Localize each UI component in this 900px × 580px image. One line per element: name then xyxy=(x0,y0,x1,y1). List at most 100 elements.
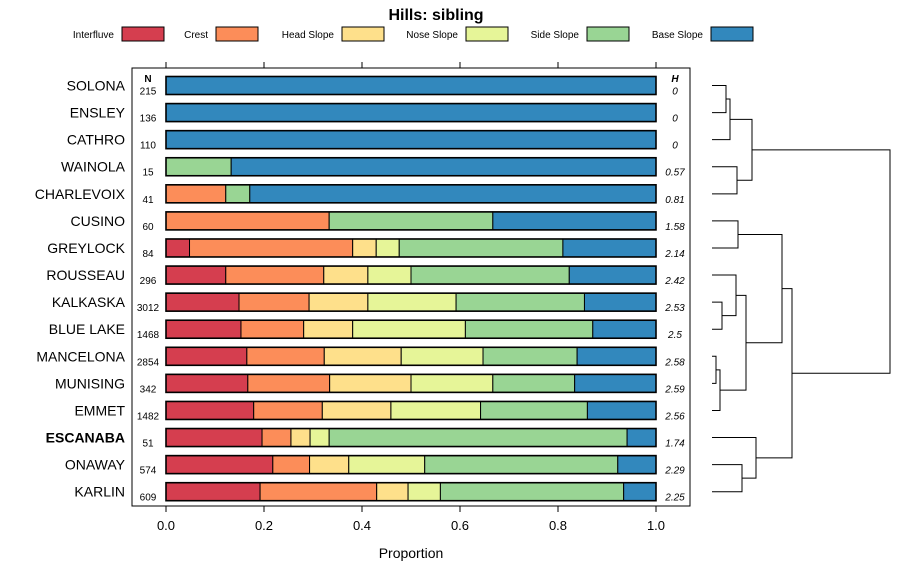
bar-row: MUNISING 342 2.59 xyxy=(55,373,685,395)
h-value: 0 xyxy=(672,87,678,98)
legend-swatch xyxy=(586,26,630,42)
bar-outline xyxy=(165,156,657,177)
bar-segment xyxy=(617,455,657,475)
legend-label: Side Slope xyxy=(531,30,580,41)
legend-label: Base Slope xyxy=(652,30,704,41)
bar-segment xyxy=(400,346,484,366)
bar-segment xyxy=(165,130,657,150)
n-value: 296 xyxy=(140,276,157,287)
n-value: 110 xyxy=(140,141,156,152)
bar-segment xyxy=(410,373,494,393)
bar-segment xyxy=(165,400,255,420)
bar-segment xyxy=(583,292,657,312)
dendrogram-branch xyxy=(730,118,753,181)
bar-segment xyxy=(348,455,426,475)
bar-outline xyxy=(165,454,657,475)
bar-segment xyxy=(574,373,657,393)
bar-segment xyxy=(323,265,369,285)
category-label: ROUSSEAU xyxy=(46,267,125,283)
bar-segment xyxy=(249,184,657,204)
h-column-header: H xyxy=(671,74,679,85)
bar-segment xyxy=(492,211,657,231)
bar-segment xyxy=(238,292,310,312)
bar-row: ESCANABA 51 1.74 xyxy=(46,427,685,450)
bar-segment xyxy=(352,238,377,258)
h-value: 1.58 xyxy=(665,222,685,233)
dendrogram-branch xyxy=(712,85,727,114)
x-axis: 0.0 0.2 0.4 0.6 0.8 1.0 xyxy=(157,506,665,533)
bar-segment xyxy=(390,400,482,420)
bar-outline xyxy=(165,481,657,502)
bar-segment xyxy=(165,103,657,123)
category-label: GREYLOCK xyxy=(47,240,125,256)
h-value: 2.56 xyxy=(664,411,685,422)
bar-outline xyxy=(165,292,657,312)
bar-segment xyxy=(261,428,292,448)
bar-row: MANCELONA 2854 2.58 xyxy=(36,346,685,368)
x-axis-label: Proportion xyxy=(379,545,444,561)
bar-row: CUSINO 60 1.58 xyxy=(71,211,685,233)
bar-row: EMMET 1482 2.56 xyxy=(74,400,685,422)
bar-segment xyxy=(247,373,331,393)
bar-segment xyxy=(492,373,576,393)
bar-segment xyxy=(189,238,354,258)
h-value: 2.14 xyxy=(664,249,685,260)
bar-segment xyxy=(407,482,441,502)
bar-segment xyxy=(576,346,657,366)
bar-segment xyxy=(375,238,400,258)
bar-segment xyxy=(329,373,412,393)
n-value: 574 xyxy=(140,466,157,477)
bar-segment xyxy=(376,482,409,502)
plot-panel xyxy=(131,67,691,507)
bar-segment xyxy=(165,184,227,204)
top-axis-ticks xyxy=(165,62,657,68)
bar-segment xyxy=(410,265,570,285)
category-label: ESCANABA xyxy=(46,430,125,446)
bar-outline xyxy=(165,373,657,394)
bar-segment xyxy=(165,292,240,312)
legend-label: Crest xyxy=(184,30,208,41)
dendrogram-branch xyxy=(712,274,737,317)
dendrogram-branch xyxy=(712,355,717,384)
h-value: 0 xyxy=(672,114,678,125)
h-value: 1.74 xyxy=(665,439,685,450)
dendrogram-branch xyxy=(738,233,783,344)
h-value: 2.29 xyxy=(664,466,685,477)
n-value: 41 xyxy=(142,195,154,206)
bar-outline xyxy=(165,319,657,340)
bar-segment xyxy=(165,157,232,177)
bar-outline xyxy=(165,211,657,231)
h-value: 2.58 xyxy=(664,357,685,368)
bar-segment xyxy=(308,292,369,312)
bar-segment xyxy=(303,319,354,339)
bar-segment xyxy=(165,428,263,448)
bar-segment xyxy=(424,455,619,475)
bar-segment xyxy=(253,400,323,420)
category-label: CUSINO xyxy=(71,213,126,229)
bar-outline xyxy=(165,238,657,258)
x-tick-label: 0.0 xyxy=(157,518,175,533)
h-value: 2.53 xyxy=(664,303,685,314)
bar-segment xyxy=(328,428,628,448)
dendrogram-branch xyxy=(712,464,743,493)
bar-segment xyxy=(328,211,494,231)
bar-segment xyxy=(309,428,330,448)
h-value: 2.42 xyxy=(664,276,685,287)
bar-row: CHARLEVOIX 41 0.81 xyxy=(35,184,685,206)
bar-segment xyxy=(626,428,657,448)
category-label: KALKASKA xyxy=(52,294,126,310)
bar-row: BLUE LAKE 1468 2.5 xyxy=(49,319,682,341)
bar-segment xyxy=(246,346,325,366)
category-label: WAINOLA xyxy=(61,159,126,175)
bar-outline xyxy=(165,184,657,204)
bar-segment xyxy=(398,238,564,258)
bar-segment xyxy=(562,238,657,258)
bar-outline xyxy=(165,129,657,150)
bar-segment xyxy=(165,76,657,95)
bar-row: KARLIN 609 2.25 xyxy=(74,481,685,504)
bar-row: KALKASKA 3012 2.53 xyxy=(52,292,685,314)
bar-segment xyxy=(480,400,588,420)
bar-row: ONAWAY 574 2.29 xyxy=(65,454,685,477)
category-label: EMMET xyxy=(74,402,125,418)
